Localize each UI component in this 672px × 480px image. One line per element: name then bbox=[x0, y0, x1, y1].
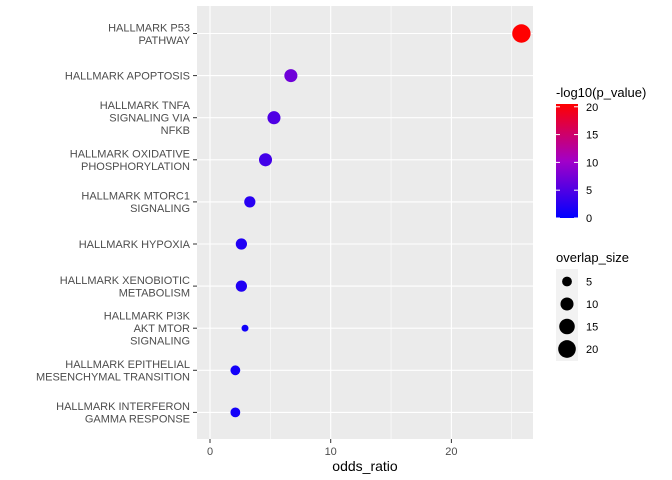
y-tick-label: HALLMARK APOPTOSIS bbox=[65, 71, 190, 83]
data-point bbox=[258, 153, 273, 167]
size-legend-key bbox=[560, 297, 574, 311]
grid-minor bbox=[270, 6, 513, 439]
color-legend: -log10(p_value) 0 5 10 15 20 bbox=[556, 85, 646, 225]
data-points bbox=[230, 24, 531, 418]
color-legend-title: -log10(p_value) bbox=[556, 85, 646, 100]
data-point bbox=[235, 238, 248, 250]
y-tick-label: HALLMARK XENOBIOTIC METABOLISM bbox=[60, 275, 190, 300]
size-legend: overlap_size 5 10 15 20 bbox=[556, 250, 629, 361]
color-legend-label: 0 bbox=[586, 213, 592, 225]
color-legend-label: 15 bbox=[586, 130, 598, 142]
size-legend-title: overlap_size bbox=[556, 250, 629, 265]
size-legend-label: 20 bbox=[586, 344, 598, 356]
x-tick-label: 0 bbox=[207, 446, 213, 458]
data-point bbox=[230, 365, 241, 376]
data-point bbox=[241, 324, 249, 332]
size-legend-key-background bbox=[556, 269, 578, 361]
x-axis: 0 10 20 bbox=[207, 439, 458, 458]
color-legend-label: 20 bbox=[586, 102, 598, 114]
size-legend-key bbox=[559, 318, 575, 335]
y-tick-label: HALLMARK OXIDATIVE PHOSPHORYLATION bbox=[70, 149, 190, 174]
data-point bbox=[512, 24, 531, 43]
data-point bbox=[284, 69, 298, 83]
x-axis-title: odds_ratio bbox=[332, 458, 398, 474]
color-legend-label: 5 bbox=[586, 185, 592, 197]
y-tick-label: HALLMARK EPITHELIAL MESENCHYMAL TRANSITIO… bbox=[36, 359, 190, 384]
size-legend-keys: 5 10 15 20 bbox=[558, 277, 598, 358]
color-bar bbox=[556, 104, 578, 218]
y-tick-label: HALLMARK INTERFERON GAMMA RESPONSE bbox=[56, 401, 190, 426]
x-tick-label: 20 bbox=[445, 446, 457, 458]
x-tick-label: 10 bbox=[325, 446, 337, 458]
size-legend-key bbox=[558, 340, 576, 358]
y-tick-label: HALLMARK PI3K AKT MTOR SIGNALING bbox=[104, 311, 191, 348]
y-tick-label: HALLMARK P53 PATHWAY bbox=[108, 22, 191, 47]
data-point bbox=[235, 280, 248, 292]
size-legend-label: 5 bbox=[586, 277, 592, 289]
data-point bbox=[244, 196, 256, 208]
size-legend-label: 15 bbox=[586, 322, 598, 334]
y-tick-label: HALLMARK TNFA SIGNALING VIA NFKB bbox=[100, 100, 191, 137]
color-legend-ticks: 0 5 10 15 20 bbox=[556, 102, 598, 225]
plot-panel bbox=[197, 6, 533, 439]
data-point bbox=[267, 111, 281, 125]
color-legend-label: 10 bbox=[586, 157, 598, 169]
data-point bbox=[230, 407, 241, 418]
y-tick-label: HALLMARK HYPOXIA bbox=[79, 239, 191, 251]
size-legend-label: 10 bbox=[586, 299, 598, 311]
y-axis: HALLMARK P53 PATHWAY HALLMARK APOPTOSIS HAL… bbox=[36, 22, 197, 426]
size-legend-key bbox=[562, 276, 572, 287]
y-tick-label: HALLMARK MTORC1 SIGNALING bbox=[81, 191, 190, 216]
